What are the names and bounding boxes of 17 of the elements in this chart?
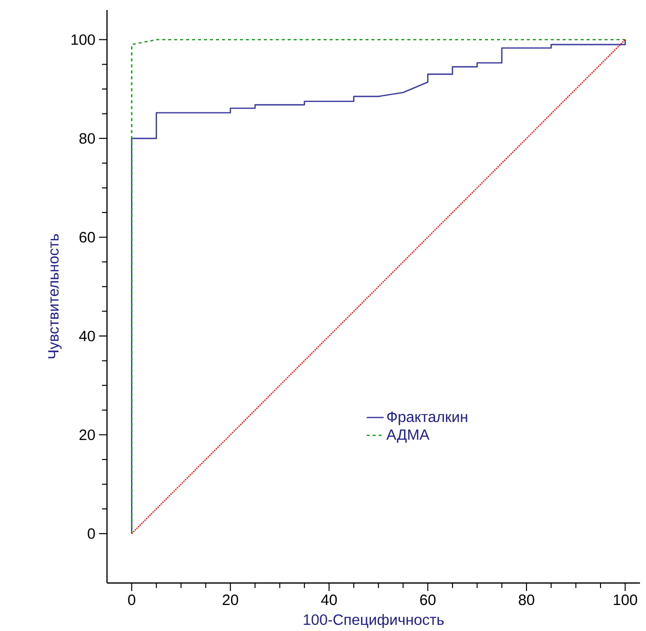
y-tick-label: 80: [79, 132, 95, 144]
y-tick-label: 20: [80, 429, 95, 440]
y-tick-label: 60: [80, 232, 95, 242]
legend-label: Фракталкин: [387, 411, 468, 425]
x-tick-label: 20: [222, 594, 238, 605]
y-tick-label: 0: [88, 528, 95, 539]
x-tick-label: 80: [518, 594, 534, 605]
y-axis-title: Чувствительность: [48, 234, 62, 358]
legend-label: АДМА: [386, 429, 430, 443]
x-tick-label: 40: [321, 594, 337, 605]
y-tick-label: 40: [79, 330, 95, 342]
x-axis-title: 100-Специфичность: [304, 614, 444, 628]
x-tick-label: 60: [420, 594, 436, 605]
line-series: [131, 38, 626, 534]
x-tick-label: 100: [614, 594, 638, 605]
x-tick-label: 0: [128, 594, 136, 605]
y-tick-label: 100: [72, 34, 95, 45]
